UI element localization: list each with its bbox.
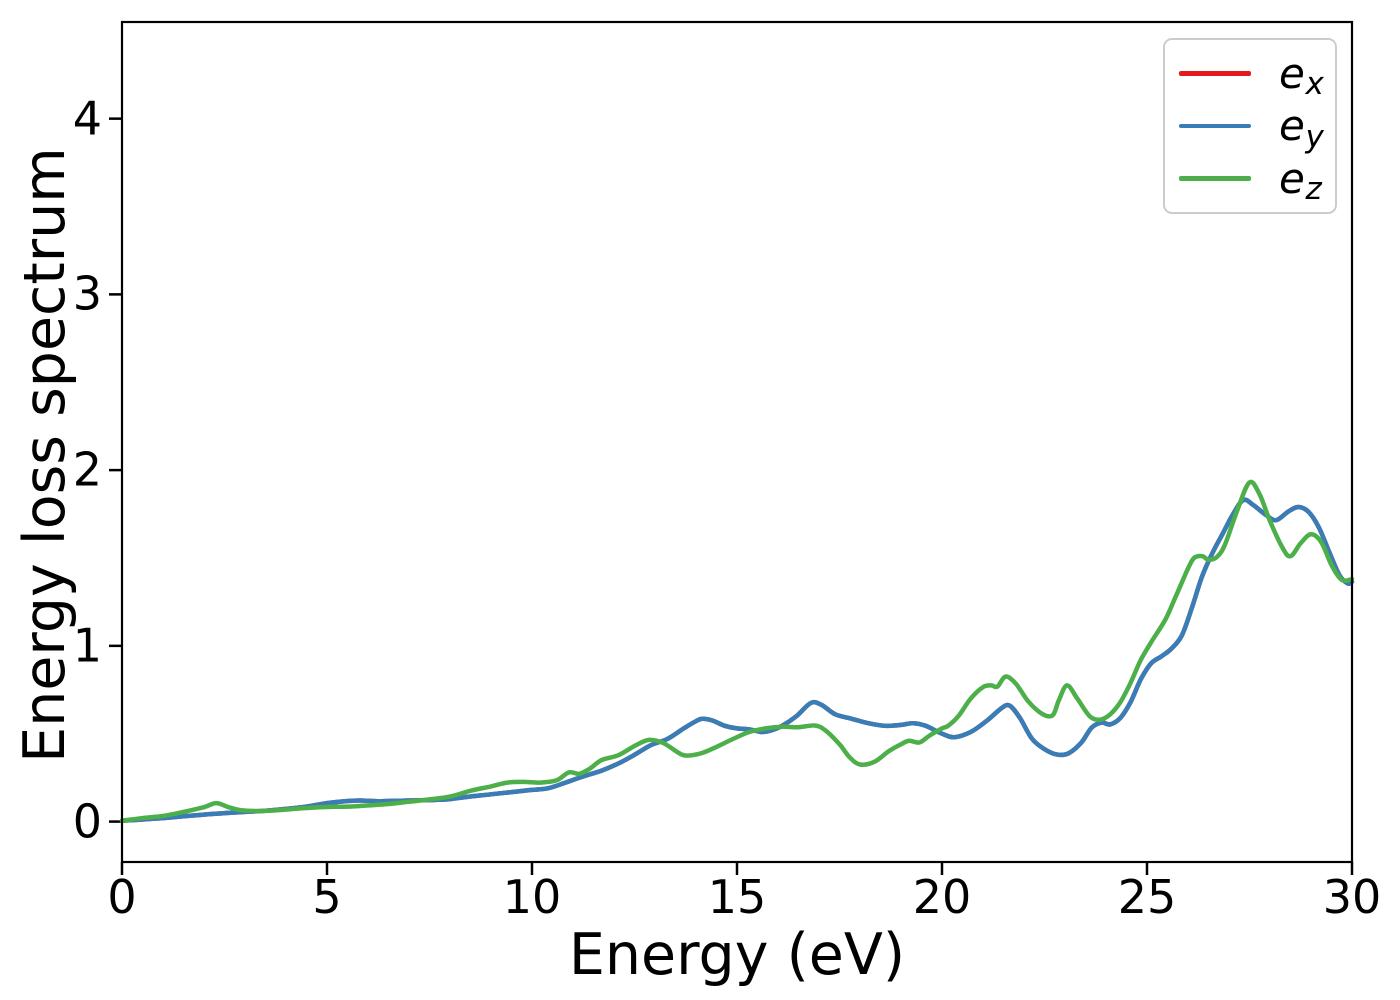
legend-line-ey [1179, 123, 1251, 129]
y-tick-label: 2 [72, 442, 102, 497]
series-line-e_z [119, 479, 1355, 823]
legend-label-ey: ey [1279, 101, 1324, 155]
x-tick-label: 30 [1322, 870, 1382, 924]
legend-label-ex: ex [1279, 48, 1324, 103]
legend-entry-ez: ez [1179, 153, 1335, 208]
x-axis-label: Energy (eV) [568, 922, 906, 988]
x-tick-label: 20 [912, 870, 972, 924]
y-tick-label: 0 [72, 794, 102, 849]
legend-label-ez: ez [1279, 153, 1322, 208]
series-line-e_x [119, 497, 1355, 823]
legend: ex ey ez [1163, 38, 1337, 214]
legend-entry-ex: ex [1179, 48, 1335, 103]
x-tick-label: 15 [707, 870, 767, 924]
x-tick-label: 25 [1117, 870, 1177, 924]
legend-line-ez [1179, 176, 1251, 181]
x-tick-label: 0 [107, 870, 137, 924]
plot-spines [120, 20, 1354, 864]
x-tick-label: 5 [312, 870, 342, 924]
series-line-e_y [119, 497, 1355, 823]
y-axis-label: Energy loss spectrum [12, 147, 78, 763]
y-tick-label: 4 [72, 91, 102, 146]
legend-line-ex [1179, 71, 1251, 76]
x-tick-label: 10 [502, 870, 562, 924]
y-tick-label: 1 [72, 618, 102, 673]
legend-entry-ey: ey [1179, 101, 1335, 155]
y-tick-label: 3 [72, 267, 102, 322]
